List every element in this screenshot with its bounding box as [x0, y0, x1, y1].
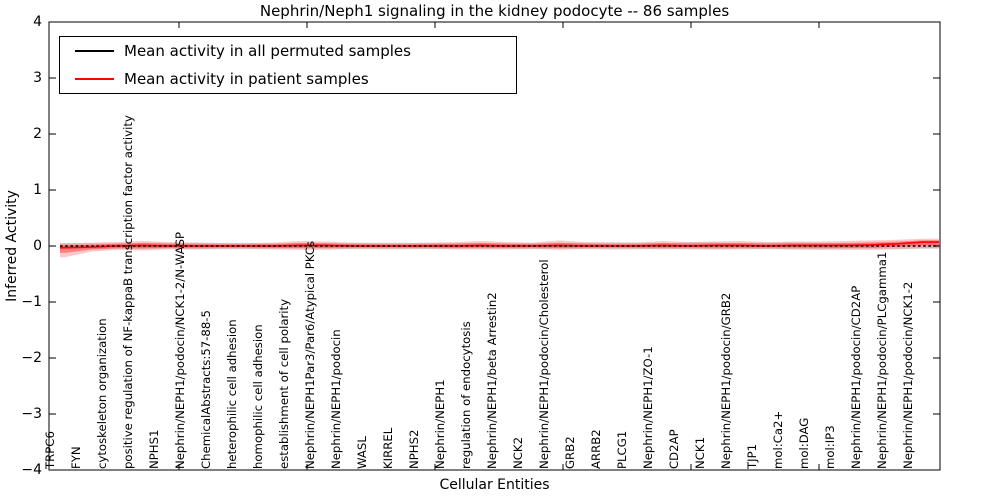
x-tick-label: NCK1	[693, 436, 707, 469]
legend-label: Mean activity in patient samples	[124, 70, 369, 88]
y-tick-label: 4	[33, 14, 42, 30]
legend-label: Mean activity in all permuted samples	[124, 42, 411, 60]
x-tick-label: TJP1	[745, 443, 759, 469]
x-tick-label: CD2AP	[667, 429, 681, 469]
y-tick-label: 1	[33, 182, 42, 198]
y-tick-label: −3	[21, 406, 42, 422]
x-tick-label: Nephrin/NEPH1/podocin/NCK1-2	[901, 281, 915, 469]
x-tick-label: ARRB2	[589, 429, 603, 469]
x-tick-label: WASL	[355, 436, 369, 469]
x-tick-label: Nephrin/NEPH1/podocin/CD2AP	[849, 285, 863, 469]
y-tick-label: −4	[21, 462, 42, 478]
y-tick-label: −2	[21, 350, 42, 366]
x-tick-label: PLCG1	[615, 430, 629, 469]
x-tick-label: regulation of endocytosis	[459, 321, 473, 469]
legend-item-permuted: Mean activity in all permuted samples	[60, 37, 516, 65]
x-tick-label: Nephrin/NEPH1/beta Arrestin2	[485, 292, 499, 469]
x-tick-label: cytoskeleton organization	[95, 318, 109, 469]
x-tick-label: Nephrin/NEPH1Par3/Par6/Atypical PKCs	[303, 240, 317, 469]
x-tick-label: heterophilic cell adhesion	[225, 319, 239, 469]
x-tick-label: KIRREL	[381, 427, 395, 469]
x-tick-label: GRB2	[563, 436, 577, 469]
legend: Mean activity in all permuted samples Me…	[59, 36, 517, 94]
legend-line-black	[75, 50, 114, 52]
x-tick-label: FYN	[69, 446, 83, 469]
x-tick-label: TRPC6	[43, 431, 57, 469]
x-tick-label: NPHS1	[147, 429, 161, 469]
x-tick-label: Nephrin/NEPH1/ZO-1	[641, 346, 655, 469]
x-tick-label: homophilic cell adhesion	[251, 324, 265, 469]
x-tick-label: mol:DAG	[797, 417, 811, 469]
legend-line-red	[75, 78, 114, 80]
x-tick-label: Nephrin/NEPH1/podocin/NCK1-2/N-WASP	[173, 231, 187, 469]
y-tick-label: −1	[21, 294, 42, 310]
x-tick-label: positive regulation of NF-kappaB transcr…	[121, 115, 135, 469]
x-tick-label: establishment of cell polarity	[277, 298, 291, 469]
x-tick-label: Nephrin/NEPH1	[433, 379, 447, 469]
x-tick-label: NPHS2	[407, 429, 421, 469]
y-tick-label: 0	[33, 238, 42, 254]
y-tick-label: 2	[33, 126, 42, 142]
x-tick-label: mol:IP3	[823, 425, 837, 469]
x-tick-label: mol:Ca2+	[771, 410, 785, 469]
x-tick-label: Nephrin/NEPH1/podocin	[329, 329, 343, 469]
x-tick-label: Nephrin/NEPH1/podocin/GRB2	[719, 292, 733, 469]
x-tick-label: ChemicalAbstracts:57-88-5	[199, 310, 213, 469]
x-tick-label: NCK2	[511, 436, 525, 469]
y-tick-label: 3	[33, 70, 42, 86]
legend-item-patient: Mean activity in patient samples	[60, 65, 516, 93]
x-tick-label: Nephrin/NEPH1/podocin/PLCgamma1	[875, 251, 889, 469]
patient-range-band-outer	[60, 238, 939, 258]
x-axis-label: Cellular Entities	[439, 477, 550, 493]
x-tick-label: Nephrin/NEPH1/podocin/Cholesterol	[537, 259, 551, 469]
chart-title: Nephrin/Neph1 signaling in the kidney po…	[259, 2, 730, 20]
